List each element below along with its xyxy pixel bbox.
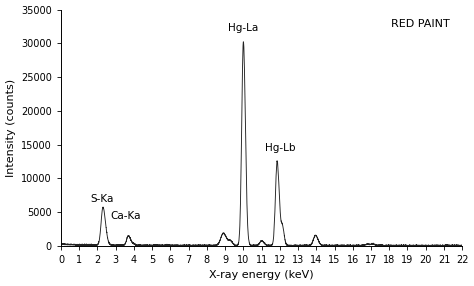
Y-axis label: Intensity (counts): Intensity (counts) — [6, 79, 16, 177]
Text: Hg-La: Hg-La — [228, 23, 258, 33]
Text: Hg-Lb: Hg-Lb — [264, 143, 295, 153]
X-axis label: X-ray energy (keV): X-ray energy (keV) — [210, 271, 314, 281]
Text: S-Ka: S-Ka — [91, 194, 114, 204]
Text: Ca-Ka: Ca-Ka — [110, 211, 141, 221]
Text: RED PAINT: RED PAINT — [392, 19, 450, 29]
